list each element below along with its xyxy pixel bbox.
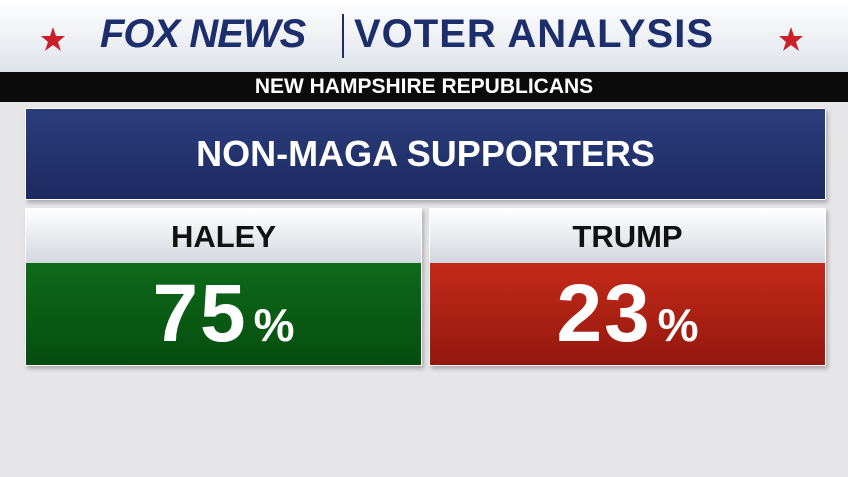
panel-title: NON-MAGA SUPPORTERS <box>25 108 826 200</box>
candidate-unit: % <box>253 299 295 351</box>
candidate-unit: % <box>657 299 699 351</box>
header-band: FOX NEWS VOTER ANALYSIS <box>0 0 848 72</box>
candidate-value-box: 23% <box>430 263 825 365</box>
star-icon <box>41 27 65 51</box>
candidate-card: TRUMP 23% <box>429 208 826 366</box>
candidate-value: 23 <box>556 268 652 359</box>
candidate-value-box: 75% <box>26 263 421 365</box>
header-title: VOTER ANALYSIS <box>354 12 714 56</box>
divider <box>342 14 344 58</box>
candidate-name: TRUMP <box>430 209 825 263</box>
candidate-card: HALEY 75% <box>25 208 422 366</box>
candidate-value: 75 <box>152 268 248 359</box>
star-icon <box>779 27 803 51</box>
candidate-name: HALEY <box>26 209 421 263</box>
subtitle: NEW HAMPSHIRE REPUBLICANS <box>0 72 848 102</box>
brand-logo: FOX NEWS <box>100 12 306 56</box>
